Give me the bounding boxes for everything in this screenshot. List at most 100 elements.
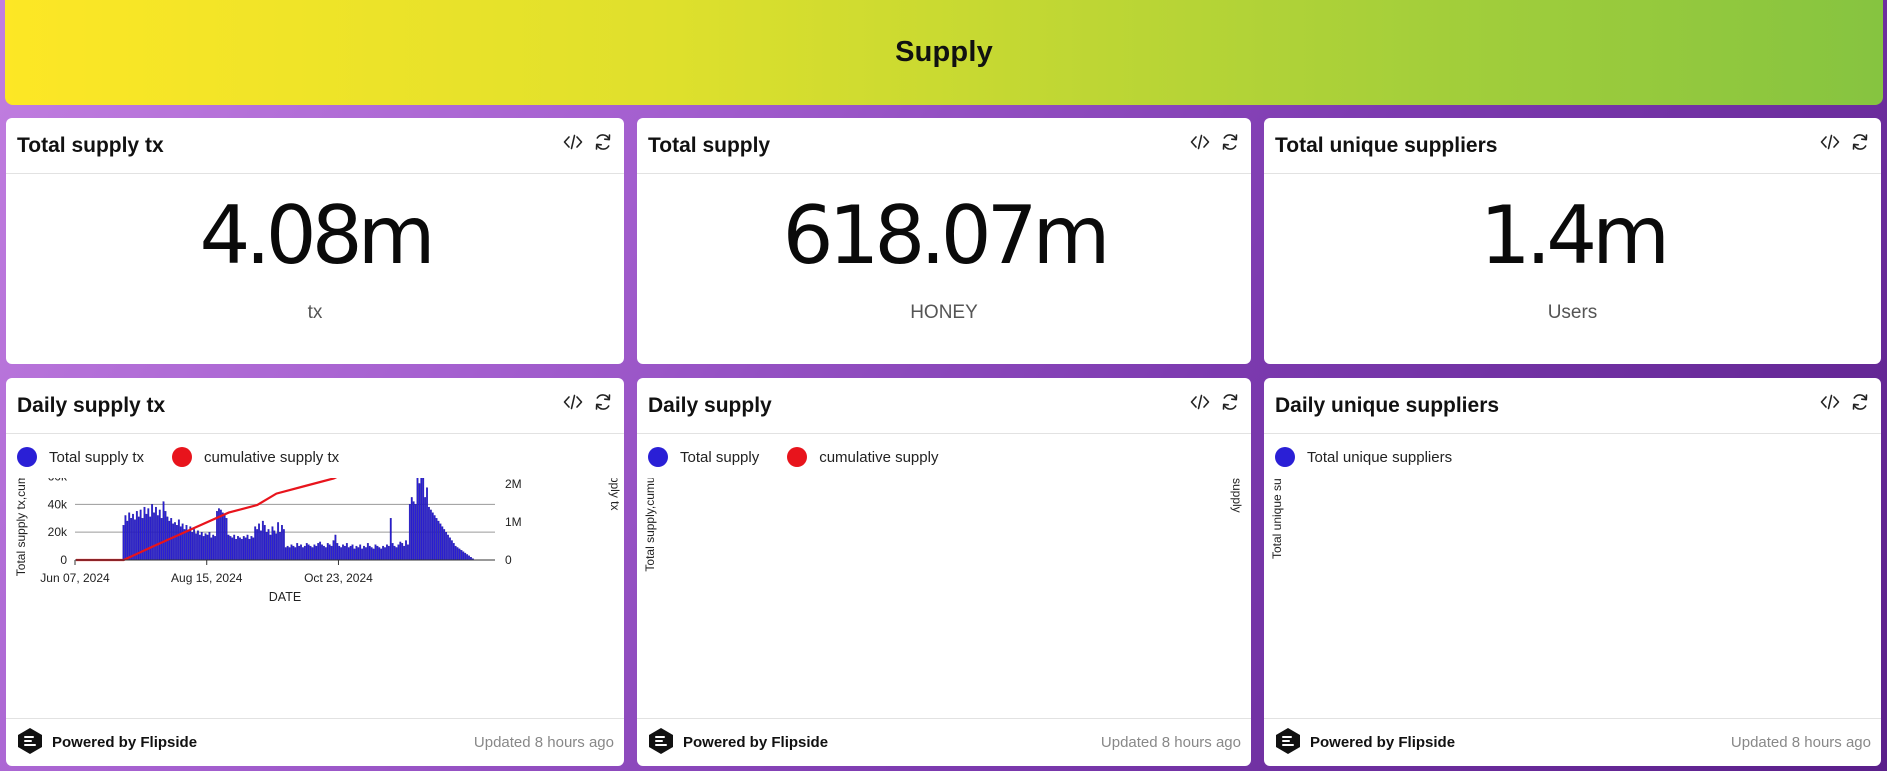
refresh-icon[interactable] — [1220, 392, 1240, 412]
code-icon[interactable] — [1820, 392, 1840, 412]
bar — [153, 512, 155, 561]
bar — [429, 509, 432, 561]
bar — [141, 518, 144, 561]
code-icon[interactable] — [1820, 132, 1840, 152]
legend-label: cumulative supply tx — [204, 448, 340, 466]
bar — [250, 536, 253, 561]
bar — [300, 544, 302, 561]
legend-item[interactable]: Total supply — [648, 447, 759, 467]
chart-card-daily-supply: Daily supply Total supply cumulative sup… — [637, 378, 1251, 766]
bar — [380, 548, 383, 561]
bar — [244, 537, 247, 561]
updated-text: Updated 8 hours ago — [473, 734, 614, 751]
bar — [414, 504, 417, 561]
bar — [130, 518, 133, 561]
bar — [464, 552, 467, 561]
bar — [288, 547, 291, 561]
bar — [261, 520, 264, 561]
bar — [330, 545, 333, 561]
y-axis-label: Total unique suppliers — [1270, 478, 1284, 559]
refresh-icon[interactable] — [1850, 392, 1870, 412]
legend-item[interactable]: cumulative supply tx — [172, 447, 339, 467]
card-header: Daily unique suppliers — [1264, 378, 1881, 434]
y2-axis-label: cumulative supply tx — [608, 478, 622, 511]
bar — [208, 532, 211, 561]
series-line — [76, 478, 338, 562]
bar — [143, 506, 146, 561]
chart-plot: 020k40k60k80k100k120k01M2M3M4MJun 07, 20… — [14, 478, 622, 604]
bar — [408, 504, 411, 561]
bar — [281, 525, 283, 561]
y2-tick-label: 0 — [505, 553, 512, 567]
chart-plot: 050M100M150M200M0200M400M600MJun 07, 202… — [643, 478, 1244, 572]
code-icon[interactable] — [1190, 132, 1210, 152]
bar — [450, 540, 453, 561]
bar — [376, 545, 379, 561]
legend-item[interactable]: Total unique suppliers — [1275, 447, 1452, 467]
bar — [389, 518, 392, 561]
y-tick-label: 20k — [48, 525, 68, 539]
bar — [128, 512, 131, 561]
code-icon[interactable] — [563, 392, 583, 412]
bar — [351, 544, 354, 561]
bar — [328, 544, 331, 561]
powered-by-text[interactable]: Powered by Flipside — [1310, 734, 1456, 751]
code-icon[interactable] — [1190, 392, 1210, 412]
updated-text: Updated 8 hours ago — [1730, 734, 1871, 751]
stat-value: 618.07m — [782, 189, 1111, 282]
chart-legend: Total unique suppliers — [1275, 447, 1452, 467]
bar — [176, 525, 178, 561]
bar — [122, 525, 125, 561]
bar — [361, 548, 364, 561]
stat-value: 1.4m — [1479, 189, 1670, 282]
bar — [282, 529, 285, 561]
bar — [332, 540, 335, 561]
bar — [296, 543, 299, 561]
bar — [340, 547, 343, 561]
refresh-icon[interactable] — [1220, 132, 1240, 152]
bar — [229, 536, 232, 561]
legend-item[interactable]: Total supply tx — [17, 447, 144, 467]
bar — [386, 544, 388, 561]
legend-label: Total supply — [680, 448, 760, 466]
bar — [277, 522, 280, 561]
card-title: Total supply tx — [17, 133, 164, 157]
bar — [345, 543, 348, 561]
bar — [416, 478, 419, 561]
bar — [433, 515, 436, 561]
card-footer: Powered by Flipside Updated 8 hours ago — [6, 718, 624, 766]
bar — [452, 543, 455, 561]
bar — [447, 534, 449, 561]
bar — [156, 515, 159, 561]
powered-by-text[interactable]: Powered by Flipside — [683, 734, 829, 751]
x-axis-label: DATE — [269, 590, 301, 604]
page-banner: Supply — [5, 0, 1883, 105]
powered-by-text[interactable]: Powered by Flipside — [52, 734, 198, 751]
bar — [374, 544, 377, 561]
bar — [271, 526, 274, 561]
bar — [210, 537, 213, 561]
refresh-icon[interactable] — [593, 132, 613, 152]
bar — [319, 541, 322, 561]
flipside-logo-icon — [647, 727, 675, 759]
updated-text: Updated 8 hours ago — [1100, 734, 1241, 751]
code-icon[interactable] — [563, 132, 583, 152]
bar — [439, 523, 442, 561]
bar — [342, 544, 344, 561]
bar — [252, 537, 255, 561]
y2-axis-label: cumulative supply — [1230, 478, 1244, 513]
legend-swatch — [172, 447, 193, 467]
stat-unit: tx — [307, 302, 323, 323]
bar — [147, 508, 150, 561]
refresh-icon[interactable] — [593, 392, 613, 412]
bar — [273, 530, 276, 561]
bar — [193, 529, 196, 561]
bar — [466, 554, 469, 561]
refresh-icon[interactable] — [1850, 132, 1870, 152]
bar — [132, 513, 134, 561]
legend-item[interactable]: cumulative supply — [787, 447, 938, 467]
bar — [155, 506, 157, 561]
bar — [200, 532, 203, 561]
bar — [401, 543, 404, 561]
bar — [284, 547, 287, 561]
